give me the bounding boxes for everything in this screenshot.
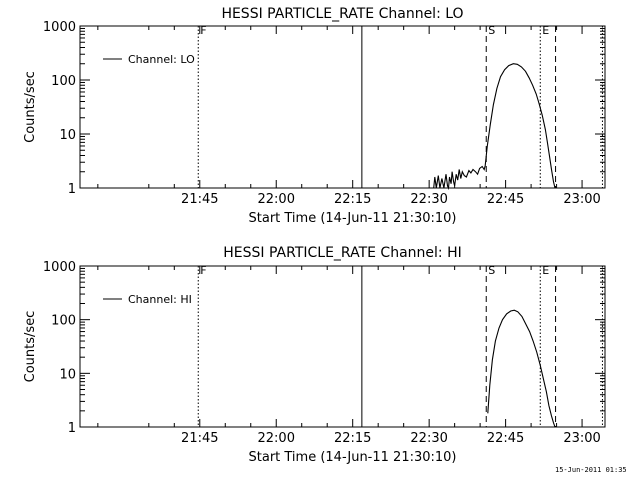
x-tick-label: 22:15 bbox=[334, 431, 371, 446]
x-tick-label: 22:30 bbox=[410, 431, 447, 446]
marker-label-f: F bbox=[200, 24, 206, 37]
chart-panel-1: HESSI PARTICLE_RATE Channel: LO 1 10 100 100… bbox=[23, 6, 606, 226]
legend-label: Channel: HI bbox=[128, 293, 192, 306]
y-tick-label: 10 bbox=[59, 128, 76, 143]
x-tick-label: 23:00 bbox=[563, 431, 600, 446]
x-tick-label: 22:00 bbox=[258, 192, 295, 207]
y-tick-label: 1 bbox=[68, 182, 76, 197]
x-tick-label: 22:45 bbox=[487, 192, 524, 207]
y-tick-label: 100 bbox=[51, 314, 76, 329]
x-tick-label: 22:15 bbox=[334, 192, 371, 207]
series-line bbox=[433, 63, 556, 191]
marker-label-s: S bbox=[488, 24, 495, 37]
y-tick-label: 10 bbox=[59, 367, 76, 382]
chart-title: HESSI PARTICLE_RATE Channel: LO bbox=[221, 6, 463, 22]
legend-label: Channel: LO bbox=[128, 53, 195, 66]
footer-timestamp: 15-Jun-2011 01:35 bbox=[555, 466, 627, 474]
y-tick-label: 100 bbox=[51, 74, 76, 89]
marker-label-e: E bbox=[542, 264, 549, 277]
y-tick-label: 1000 bbox=[43, 260, 76, 275]
x-tick-label: 23:00 bbox=[563, 192, 600, 207]
series-line bbox=[487, 309, 556, 428]
chart-panel-2: HESSI PARTICLE_RATE Channel: HI 1 10 100 100… bbox=[23, 245, 606, 465]
y-axis-label: Counts/sec bbox=[23, 71, 38, 143]
x-axis-label: Start Time (14-Jun-11 21:30:10) bbox=[249, 211, 457, 226]
marker-label-f: F bbox=[200, 264, 206, 277]
y-tick-label: 1 bbox=[68, 421, 76, 436]
y-tick-label: 1000 bbox=[43, 20, 76, 35]
y-axis-label: Counts/sec bbox=[23, 311, 38, 383]
x-tick-label: 22:45 bbox=[487, 431, 524, 446]
x-tick-label: 21:45 bbox=[181, 192, 218, 207]
plot-frame bbox=[79, 25, 606, 189]
marker-label-s: S bbox=[488, 264, 495, 277]
plot-frame bbox=[79, 265, 606, 428]
x-axis-label: Start Time (14-Jun-11 21:30:10) bbox=[249, 450, 457, 465]
x-tick-label: 21:45 bbox=[181, 431, 218, 446]
x-tick-label: 22:30 bbox=[410, 192, 447, 207]
marker-label-e: E bbox=[542, 24, 549, 37]
x-tick-label: 22:00 bbox=[258, 431, 295, 446]
chart-title: HESSI PARTICLE_RATE Channel: HI bbox=[223, 245, 461, 261]
